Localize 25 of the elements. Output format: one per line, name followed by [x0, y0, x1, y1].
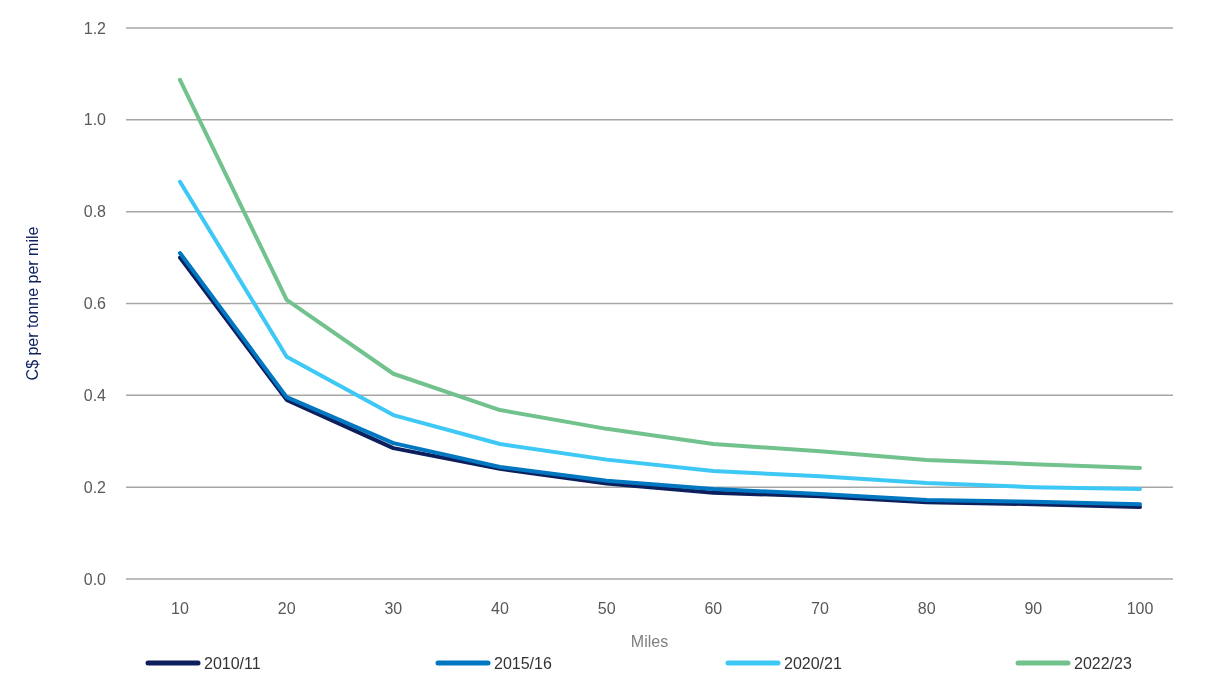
y-tick-label: 0.8 [83, 203, 107, 221]
x-tick-label: 50 [597, 600, 616, 617]
x-tick-label: 90 [1024, 600, 1043, 617]
y-tick-label: 1.0 [83, 111, 107, 129]
x-tick-label: 60 [704, 600, 723, 617]
x-tick-label: 30 [384, 600, 403, 617]
x-tick-label: 40 [491, 600, 509, 617]
y-tick-label: 1.2 [83, 19, 107, 37]
legend-label: 2020/21 [784, 654, 842, 672]
legend-label: 2010/11 [204, 654, 261, 672]
legend-label: 2015/16 [494, 654, 552, 672]
x-tick-label: 80 [917, 600, 936, 617]
x-tick-label: 20 [277, 600, 296, 617]
line-series [178, 77, 1142, 470]
y-tick-label: 0.6 [83, 295, 107, 313]
y-tick-label: 0.2 [83, 478, 107, 496]
x-tick-label: 70 [811, 600, 829, 617]
y-tick-label: 0.4 [83, 386, 107, 404]
y-axis-title: C$ per tonne per mile [24, 226, 41, 381]
x-tick-label: 10 [171, 600, 189, 617]
line-series [178, 179, 1142, 491]
legend-label: 2022/23 [1074, 654, 1132, 672]
x-axis-title: Miles [630, 633, 669, 650]
y-tick-label: 0.0 [83, 570, 107, 588]
x-tick-label: 100 [1126, 600, 1154, 617]
